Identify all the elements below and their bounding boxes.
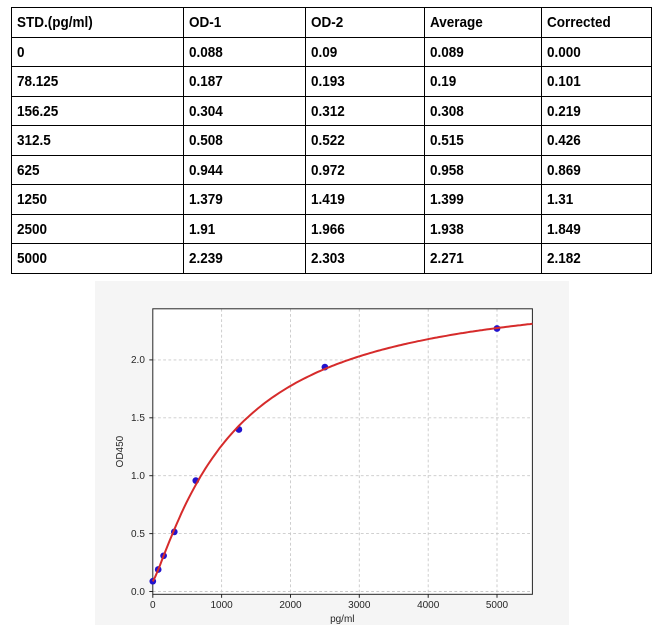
svg-text:3000: 3000 [348, 600, 371, 611]
svg-text:2.0: 2.0 [131, 355, 145, 366]
svg-text:4000: 4000 [417, 600, 440, 611]
svg-text:1000: 1000 [210, 600, 233, 611]
svg-text:0: 0 [150, 600, 156, 611]
svg-text:1.0: 1.0 [131, 471, 145, 482]
svg-text:0.0: 0.0 [131, 587, 145, 598]
svg-text:OD450: OD450 [115, 435, 126, 467]
svg-text:1.5: 1.5 [131, 413, 145, 424]
svg-text:pg/ml: pg/ml [330, 614, 354, 625]
svg-text:0.5: 0.5 [131, 529, 145, 540]
svg-text:2000: 2000 [279, 600, 302, 611]
svg-text:5000: 5000 [486, 600, 509, 611]
